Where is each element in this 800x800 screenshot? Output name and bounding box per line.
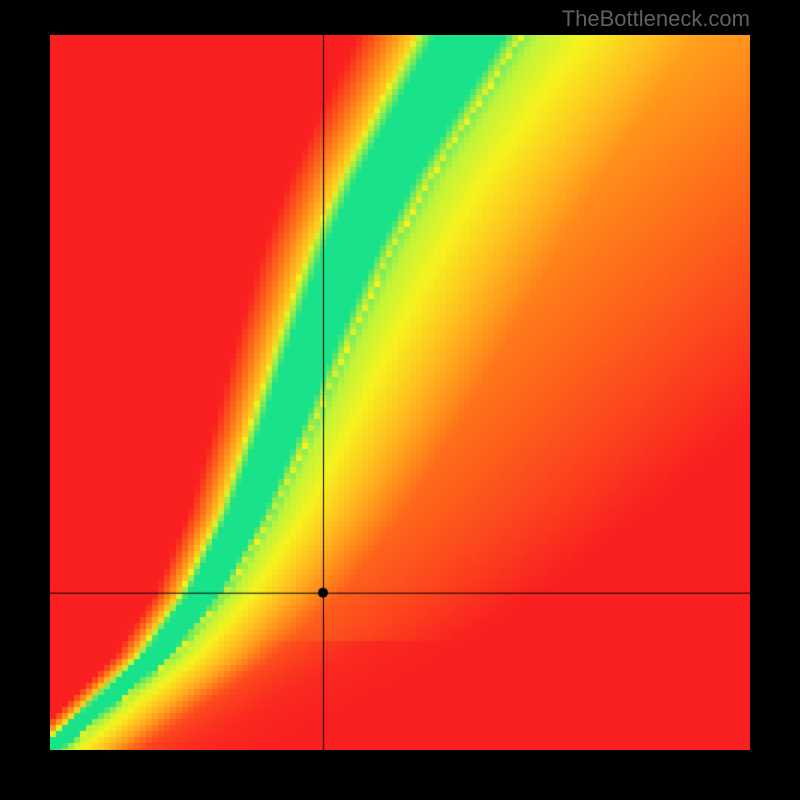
chart-container: TheBottleneck.com [0, 0, 800, 800]
heatmap-canvas [50, 35, 750, 750]
watermark-text: TheBottleneck.com [562, 6, 750, 32]
